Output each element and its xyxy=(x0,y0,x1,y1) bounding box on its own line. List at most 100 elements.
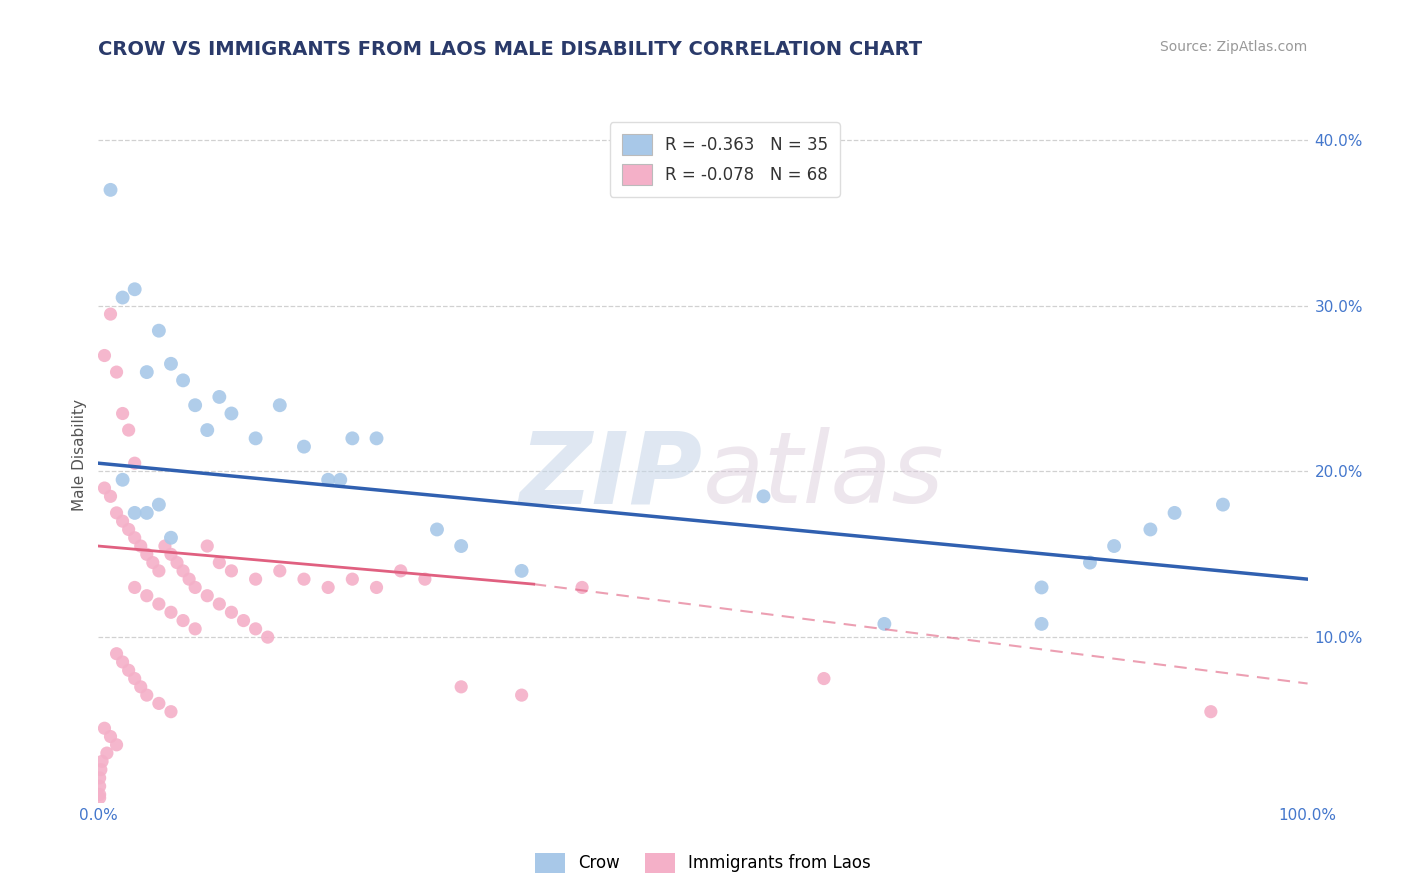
Point xyxy=(366,581,388,595)
Point xyxy=(195,423,218,437)
Point xyxy=(1102,539,1125,553)
Point xyxy=(93,721,115,735)
Point xyxy=(124,456,146,470)
Point xyxy=(93,481,115,495)
Point xyxy=(160,705,183,719)
Point xyxy=(195,589,218,603)
Point xyxy=(179,572,201,586)
Point xyxy=(195,539,218,553)
Point xyxy=(124,531,146,545)
Point xyxy=(166,556,188,570)
Point xyxy=(89,771,111,785)
Point xyxy=(135,506,157,520)
Point xyxy=(873,616,896,631)
Point xyxy=(118,663,141,677)
Point xyxy=(129,680,152,694)
Point xyxy=(208,390,231,404)
Point xyxy=(89,788,111,802)
Point xyxy=(292,572,315,586)
Point xyxy=(172,614,194,628)
Point xyxy=(153,539,176,553)
Point xyxy=(342,431,364,445)
Point xyxy=(124,506,146,520)
Point xyxy=(148,697,170,711)
Point xyxy=(89,790,111,805)
Point xyxy=(135,547,157,561)
Point xyxy=(105,365,128,379)
Point xyxy=(413,572,436,586)
Text: ZIP: ZIP xyxy=(520,427,703,524)
Point xyxy=(571,581,593,595)
Point xyxy=(105,738,128,752)
Point xyxy=(105,506,128,520)
Point xyxy=(510,564,533,578)
Point xyxy=(100,307,122,321)
Point xyxy=(124,672,146,686)
Point xyxy=(93,349,115,363)
Point xyxy=(124,282,146,296)
Point xyxy=(1199,705,1222,719)
Point xyxy=(450,539,472,553)
Point xyxy=(208,597,231,611)
Legend: R = -0.363   N = 35, R = -0.078   N = 68: R = -0.363 N = 35, R = -0.078 N = 68 xyxy=(610,122,839,197)
Point xyxy=(89,779,111,793)
Point xyxy=(342,572,364,586)
Point xyxy=(366,431,388,445)
Point xyxy=(148,564,170,578)
Point xyxy=(129,539,152,553)
Point xyxy=(148,324,170,338)
Point xyxy=(118,523,141,537)
Point xyxy=(1031,616,1053,631)
Point xyxy=(111,473,134,487)
Point xyxy=(269,564,291,578)
Point xyxy=(1212,498,1234,512)
Point xyxy=(752,489,775,503)
Point xyxy=(148,597,170,611)
Legend: Crow, Immigrants from Laos: Crow, Immigrants from Laos xyxy=(529,847,877,880)
Point xyxy=(813,672,835,686)
Point xyxy=(221,605,243,619)
Point xyxy=(100,730,122,744)
Point xyxy=(111,407,134,421)
Y-axis label: Male Disability: Male Disability xyxy=(72,399,87,511)
Point xyxy=(245,572,267,586)
Point xyxy=(426,523,449,537)
Point xyxy=(91,755,114,769)
Point xyxy=(90,763,112,777)
Point xyxy=(100,183,122,197)
Point xyxy=(111,514,134,528)
Point xyxy=(245,431,267,445)
Point xyxy=(1139,523,1161,537)
Point xyxy=(245,622,267,636)
Point xyxy=(100,489,122,503)
Point xyxy=(172,373,194,387)
Point xyxy=(111,655,134,669)
Point xyxy=(135,365,157,379)
Point xyxy=(389,564,412,578)
Point xyxy=(160,547,183,561)
Text: Source: ZipAtlas.com: Source: ZipAtlas.com xyxy=(1160,40,1308,54)
Point xyxy=(269,398,291,412)
Point xyxy=(184,398,207,412)
Point xyxy=(142,556,165,570)
Point xyxy=(172,564,194,578)
Point xyxy=(160,605,183,619)
Point xyxy=(510,688,533,702)
Point xyxy=(135,688,157,702)
Point xyxy=(160,531,183,545)
Point xyxy=(316,581,339,595)
Point xyxy=(105,647,128,661)
Point xyxy=(221,564,243,578)
Point xyxy=(1031,581,1053,595)
Point xyxy=(148,498,170,512)
Point xyxy=(329,473,352,487)
Point xyxy=(184,622,207,636)
Point xyxy=(124,581,146,595)
Point xyxy=(96,746,118,760)
Point xyxy=(208,556,231,570)
Point xyxy=(316,473,339,487)
Point xyxy=(232,614,254,628)
Point xyxy=(1163,506,1185,520)
Point xyxy=(135,589,157,603)
Point xyxy=(118,423,141,437)
